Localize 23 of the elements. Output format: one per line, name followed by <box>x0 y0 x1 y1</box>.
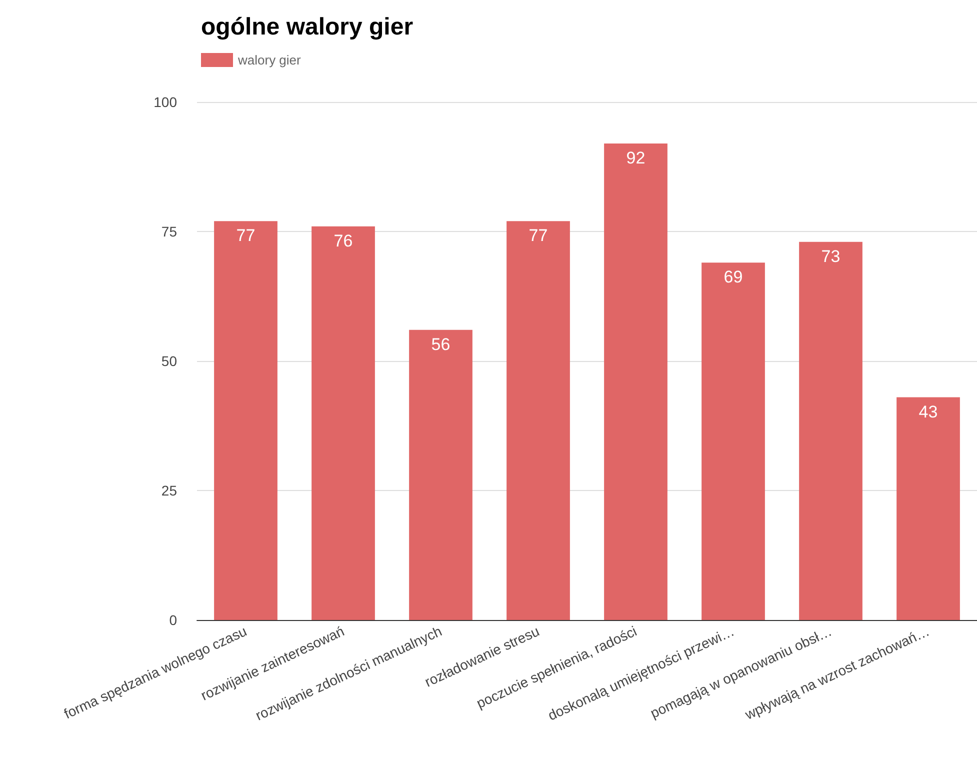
data-label: 69 <box>724 268 743 287</box>
data-label: 56 <box>431 334 450 354</box>
data-label: 77 <box>528 226 548 246</box>
data-label: 92 <box>626 148 646 168</box>
bar <box>312 226 375 620</box>
bar <box>604 143 668 620</box>
data-label: 43 <box>918 402 938 422</box>
y-tick-label: 50 <box>161 353 178 369</box>
data-label: 73 <box>821 246 840 266</box>
bar <box>409 330 472 620</box>
y-tick-label: 75 <box>161 224 178 240</box>
legend-label: walory gier <box>237 52 302 68</box>
bar <box>799 242 862 620</box>
bar <box>702 262 765 620</box>
bar <box>214 221 278 620</box>
data-label: 76 <box>334 231 353 250</box>
y-tick-label: 100 <box>154 94 178 110</box>
data-label: 77 <box>236 226 256 246</box>
chart-title: ogólne walory gier <box>201 14 414 40</box>
bar <box>506 221 570 620</box>
bar <box>896 397 960 620</box>
y-tick-label: 0 <box>169 612 178 628</box>
y-tick-label: 25 <box>161 482 178 498</box>
